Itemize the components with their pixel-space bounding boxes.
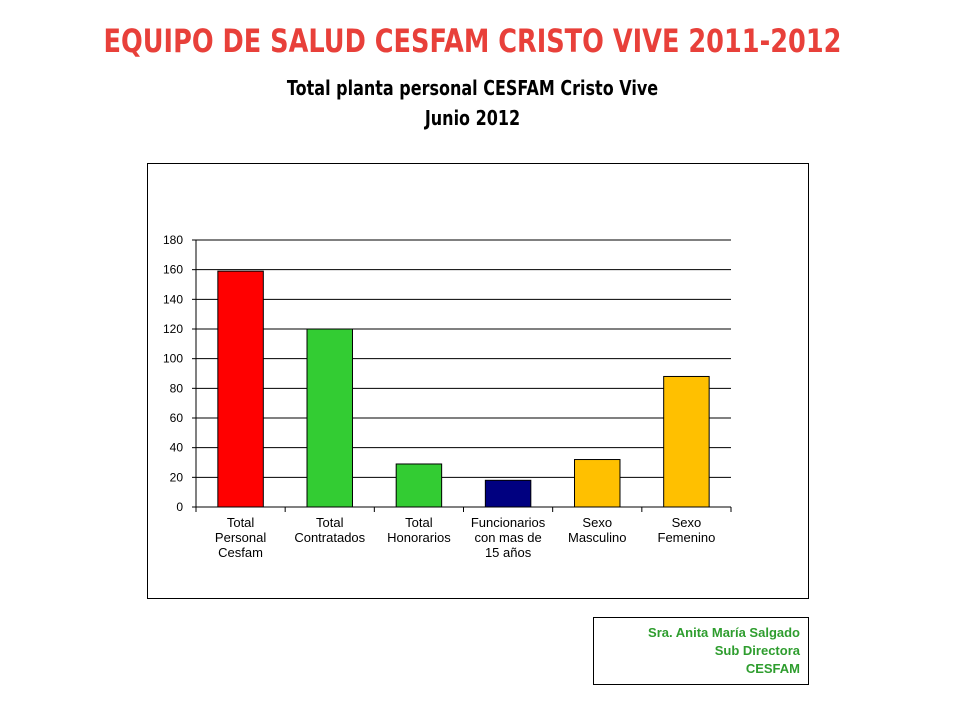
x-tick-label: Cesfam (218, 545, 263, 560)
x-tick-label: Contratados (294, 530, 365, 545)
bar (574, 459, 621, 508)
chart-subtitle: Total planta personal CESFAM Cristo Vive (286, 76, 659, 100)
x-tick-label: Masculino (568, 530, 627, 545)
signature-org: CESFAM (745, 661, 800, 676)
chart-frame: 0 20 40 60 80 100 120 140 160 180 Total Personal Ces… (147, 163, 809, 599)
y-tick-label: 100 (163, 352, 183, 366)
signature-name: Sra. Anita María Salgado (648, 625, 800, 640)
y-tick-label: 180 (163, 233, 183, 247)
bar (306, 328, 353, 508)
y-tick-label: 160 (163, 263, 183, 277)
y-tick-label: 140 (163, 292, 183, 306)
x-tick-label: Honorarios (387, 530, 451, 545)
x-tick-label: Personal (215, 530, 266, 545)
chart-date: Junio 2012 (424, 106, 521, 130)
x-tick-label: Total (405, 515, 433, 530)
y-tick-label: 20 (170, 470, 184, 484)
bar (663, 375, 710, 508)
x-tick-label: Femenino (658, 530, 716, 545)
bar (395, 463, 443, 508)
y-tick-label: 120 (163, 322, 183, 336)
bar (484, 479, 532, 508)
y-tick-label: 0 (176, 500, 183, 514)
page-title: EQUIPO DE SALUD CESFAM CRISTO VIVE 2011-… (103, 22, 842, 60)
bar (217, 270, 264, 508)
x-tick-label: Total (316, 515, 344, 530)
x-tick-label: Sexo (672, 515, 702, 530)
x-tick-label: Total (227, 515, 255, 530)
signature-box: Sra. Anita María Salgado Sub Directora C… (593, 617, 809, 685)
bar-chart: 020406080100120140160180TotalPersonalCes… (163, 233, 732, 560)
x-tick-label: con mas de (474, 530, 541, 545)
x-tick-label: 15 años (485, 545, 532, 560)
y-tick-label: 40 (170, 441, 184, 455)
x-tick-label: Funcionarios (471, 515, 546, 530)
y-tick-label: 80 (170, 381, 184, 395)
signature-role: Sub Directora (714, 643, 800, 658)
x-tick-label: Sexo (582, 515, 612, 530)
y-tick-label: 60 (170, 411, 184, 425)
